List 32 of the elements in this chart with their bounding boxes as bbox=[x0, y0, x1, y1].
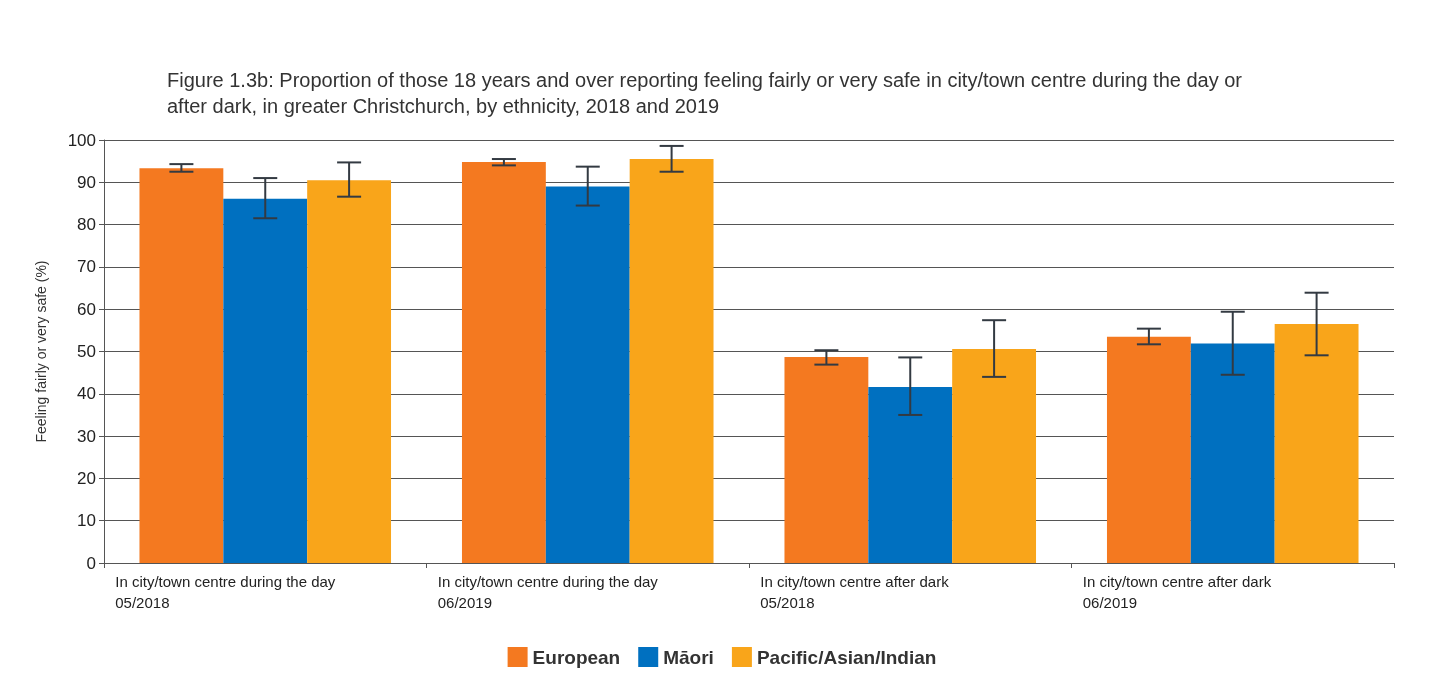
chart-title: Figure 1.3b: Proportion of those 18 years and over reporting feeling fairly or very safe in city/town centre during the day or after dark, in greater Christchurch, by ethnicity, 2018 and 2019 bbox=[167, 69, 1248, 117]
y-tick-label: 80 bbox=[77, 215, 96, 235]
bar bbox=[629, 159, 714, 563]
bar bbox=[223, 198, 308, 563]
y-tick-label: 30 bbox=[77, 426, 96, 446]
legend-label: Māori bbox=[663, 646, 714, 668]
y-tick-label: 40 bbox=[77, 384, 96, 404]
y-tick-label: 100 bbox=[67, 130, 96, 150]
x-tick-label: In city/town centre during the day 06/2019 bbox=[437, 573, 659, 611]
x-tick-label: In city/town centre during the day 05/2018 bbox=[115, 573, 336, 611]
y-tick-label: 70 bbox=[77, 257, 96, 277]
bar bbox=[952, 348, 1037, 563]
x-tick-label: In city/town centre after dark 06/2019 bbox=[1082, 573, 1272, 611]
bar bbox=[1106, 336, 1191, 563]
bar bbox=[545, 186, 630, 563]
legend-label: European bbox=[532, 646, 621, 668]
y-tick-label: 0 bbox=[86, 553, 96, 573]
y-tick-label: 60 bbox=[77, 299, 96, 319]
bar bbox=[784, 357, 869, 563]
bar bbox=[307, 180, 392, 563]
bar bbox=[1274, 324, 1359, 563]
y-tick-label: 10 bbox=[77, 511, 96, 531]
y-axis-title: Feeling fairly or very safe (%) bbox=[33, 260, 49, 443]
bar bbox=[868, 387, 953, 563]
y-tick-label: 90 bbox=[77, 172, 96, 192]
bar bbox=[1190, 343, 1275, 563]
legend-label: Pacific/Asian/Indian bbox=[756, 646, 937, 668]
bar bbox=[139, 168, 224, 563]
y-tick-label: 20 bbox=[77, 468, 96, 488]
bar bbox=[461, 162, 546, 563]
y-tick-label: 50 bbox=[77, 342, 96, 361]
x-tick-label: In city/town centre after dark 05/2018 bbox=[760, 573, 950, 611]
